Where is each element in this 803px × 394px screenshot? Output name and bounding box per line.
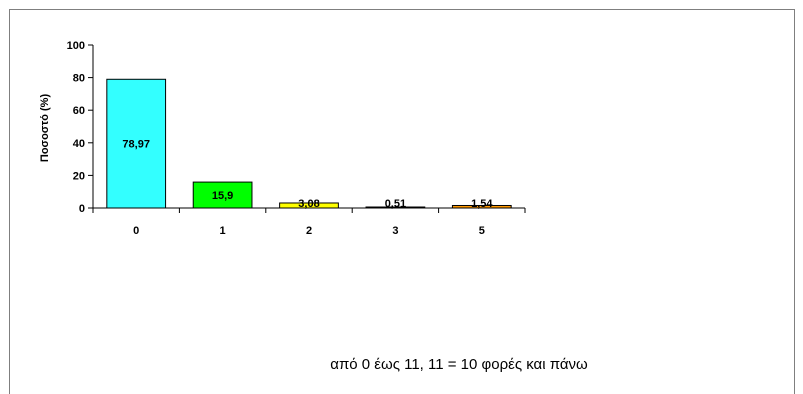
y-axis: 0 20 40 60 80 100 [67, 40, 94, 215]
data-label-3: 0,51 [385, 198, 406, 210]
bar-0 [106, 78, 167, 209]
x-axis: 0 1 2 3 5 [92, 207, 526, 237]
y-tick-label: 20 [73, 170, 85, 182]
y-tick-label: 100 [67, 40, 85, 52]
y-tick-label: 0 [79, 203, 85, 215]
bar-3 [365, 206, 426, 209]
bars: 78,97 15,9 3,08 0,51 1,54 [106, 78, 512, 210]
y-axis-title: Ποσοστό (%) [39, 94, 51, 163]
bar-1 [192, 181, 253, 209]
x-tick-label: 2 [306, 225, 312, 237]
data-label-5: 1,54 [471, 198, 493, 210]
x-tick-label: 5 [479, 225, 485, 237]
footnote: από 0 έως 11, 11 = 10 φορές και πάνω [330, 356, 588, 373]
bar-2 [279, 202, 339, 209]
data-label-0: 78,97 [122, 139, 150, 151]
data-label-2: 3,08 [298, 198, 319, 210]
x-tick-label: 1 [220, 225, 226, 237]
y-tick-label: 80 [73, 73, 85, 85]
x-tick-label: 3 [392, 225, 398, 237]
y-tick-label: 60 [73, 105, 85, 117]
y-tick-label: 40 [73, 138, 85, 150]
bar-chart: Ποσοστό (%) 0 20 40 60 80 100 0 1 2 3 5 78,97 15,9… [39, 40, 526, 237]
x-tick-label: 0 [133, 225, 139, 237]
bar-5 [451, 204, 512, 209]
data-label-1: 15,9 [212, 190, 233, 202]
